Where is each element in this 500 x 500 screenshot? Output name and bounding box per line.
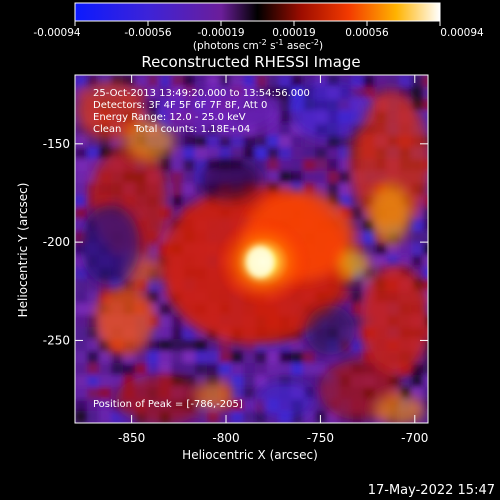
x-axis-label: Heliocentric X (arcsec) <box>182 448 318 462</box>
x-tick-label: -750 <box>307 431 334 445</box>
y-tick-label: -250 <box>43 333 70 347</box>
x-tick-label: -700 <box>401 431 428 445</box>
colorbar-tick-label: 0.00019 <box>272 27 315 39</box>
colorbar-tick-label: -0.00056 <box>124 27 172 39</box>
detectors-text: Detectors: 3F 4F 5F 6F 7F 8F, Att 0 <box>93 100 267 111</box>
colorbar-tick-label: 0.00094 <box>440 27 484 39</box>
x-axis: -850 -800 -750 -700 <box>118 75 428 445</box>
rhessi-image <box>75 75 428 423</box>
colorbar-tick-labels: -0.00094 -0.00056 -0.00019 0.00019 0.000… <box>33 27 484 39</box>
footer-datetime: 17-May-2022 15:47 <box>368 483 495 498</box>
y-tick-label: -200 <box>43 235 70 249</box>
plot-frame <box>74 74 429 424</box>
x-tick-label: -800 <box>212 431 239 445</box>
clean-counts-text: Clean Total counts: 1.18E+04 <box>93 124 250 135</box>
colorbar-ticks <box>74 21 441 26</box>
peak-position-text: Position of Peak = [-786,-205] <box>93 399 243 410</box>
y-tick-label: -150 <box>43 137 70 151</box>
colorbar-tick-label: 0.00056 <box>345 27 389 39</box>
colorbar-unit-label: (photons cm-2 s-1 asec-2) <box>193 38 323 52</box>
colorbar <box>74 2 441 22</box>
y-axis-label: Heliocentric Y (arcsec) <box>16 183 30 318</box>
x-tick-label: -850 <box>118 431 145 445</box>
energy-range-text: Energy Range: 12.0 - 25.0 keV <box>93 112 246 123</box>
time-range-text: 25-Oct-2013 13:49:20.000 to 13:54:56.000 <box>93 88 310 99</box>
figure-title: Reconstructed RHESSI Image <box>141 53 360 71</box>
image-dark-regions <box>80 80 370 420</box>
colorbar-tick-label: -0.00094 <box>33 27 81 39</box>
colorbar-tick-label: -0.00019 <box>197 27 244 39</box>
image-annotations: 25-Oct-2013 13:49:20.000 to 13:54:56.000… <box>93 88 310 410</box>
y-axis: -150 -200 -250 <box>43 137 428 347</box>
